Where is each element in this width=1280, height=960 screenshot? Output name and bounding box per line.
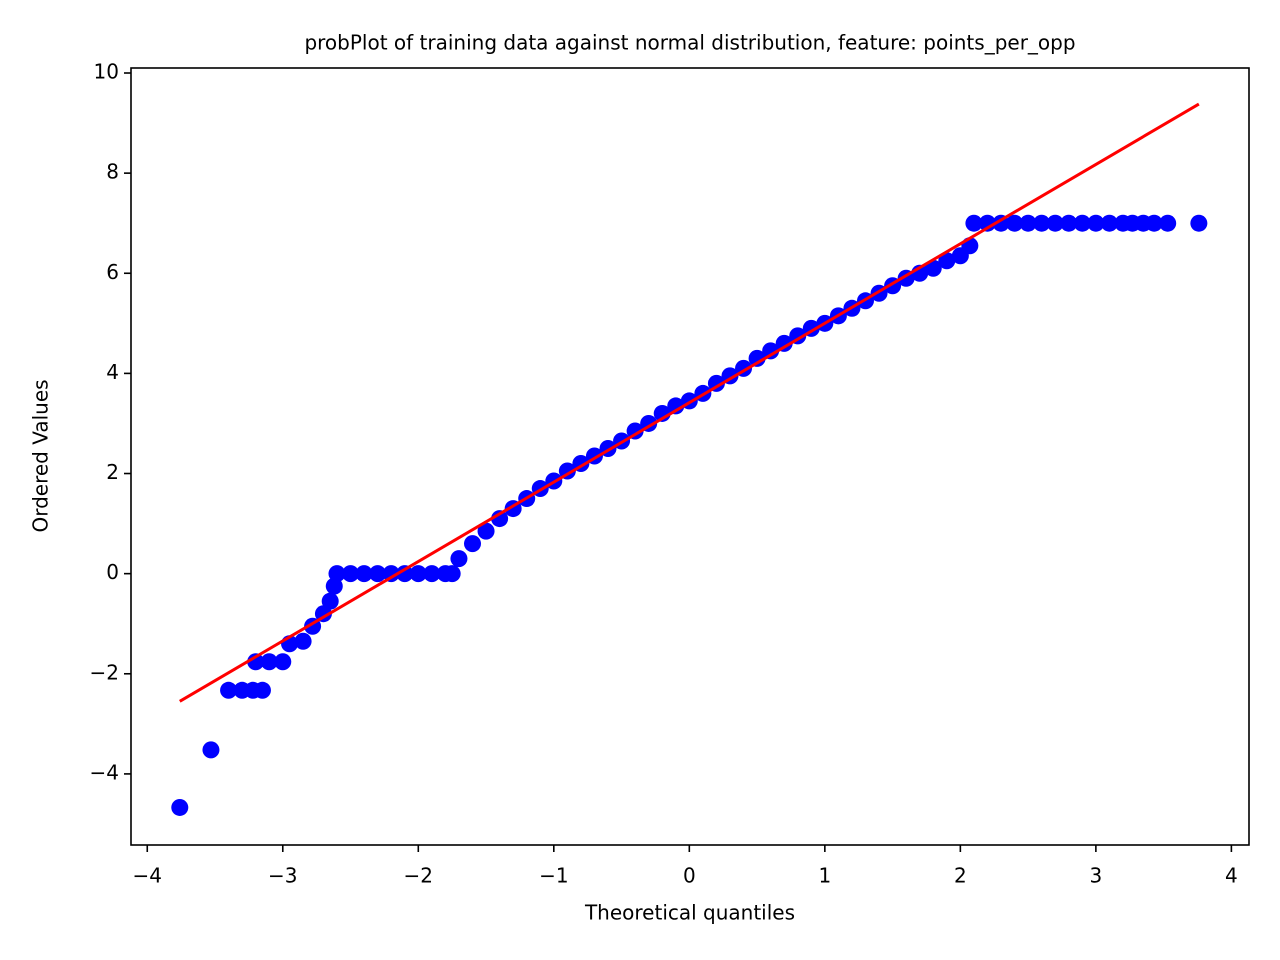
data-point xyxy=(171,798,189,816)
data-point xyxy=(355,565,373,583)
data-point xyxy=(748,349,766,367)
x-tick-label: −4 xyxy=(133,864,162,888)
y-tick-label: −4 xyxy=(90,760,119,784)
data-point xyxy=(443,565,461,583)
data-point xyxy=(342,565,360,583)
data-point xyxy=(1046,214,1064,232)
data-point xyxy=(491,510,509,528)
data-point xyxy=(1006,214,1024,232)
x-tick-label: 0 xyxy=(683,864,696,888)
data-point xyxy=(1087,214,1105,232)
data-point xyxy=(253,681,271,699)
y-tick-label: −2 xyxy=(90,660,119,684)
data-point xyxy=(1145,214,1163,232)
data-point xyxy=(938,252,956,270)
x-tick-label: 2 xyxy=(954,864,967,888)
data-point xyxy=(1100,214,1118,232)
x-tick-label: 1 xyxy=(818,864,831,888)
y-tick-label: 6 xyxy=(106,260,119,284)
x-axis-label: Theoretical quantiles xyxy=(584,901,795,925)
data-point xyxy=(220,681,238,699)
data-point xyxy=(762,342,780,360)
data-point xyxy=(202,741,220,759)
fit-line xyxy=(179,102,1200,703)
data-point xyxy=(423,565,441,583)
data-point xyxy=(1033,214,1051,232)
y-tick-label: 0 xyxy=(106,560,119,584)
data-point xyxy=(274,653,292,671)
data-point xyxy=(409,565,427,583)
data-point xyxy=(1159,214,1177,232)
chart-title: probPlot of training data against normal… xyxy=(304,31,1075,55)
x-tick-label: 3 xyxy=(1090,864,1103,888)
data-point xyxy=(978,214,996,232)
data-point xyxy=(1073,214,1091,232)
data-point xyxy=(924,259,942,277)
data-point xyxy=(294,632,312,650)
data-point xyxy=(667,397,685,415)
data-point xyxy=(260,653,278,671)
x-tick-label: −3 xyxy=(268,864,297,888)
data-point xyxy=(369,565,387,583)
data-point xyxy=(775,334,793,352)
x-tick-label: −1 xyxy=(539,864,568,888)
plot-frame xyxy=(130,67,1250,846)
x-tick-label: −2 xyxy=(404,864,433,888)
data-point xyxy=(477,522,495,540)
data-point xyxy=(1019,214,1037,232)
y-tick-label: 2 xyxy=(106,460,119,484)
data-point xyxy=(450,550,468,568)
data-point xyxy=(1060,214,1078,232)
data-point xyxy=(328,565,346,583)
y-tick-label: 10 xyxy=(94,60,119,84)
data-point xyxy=(1190,214,1208,232)
data-point xyxy=(396,565,414,583)
data-point xyxy=(463,535,481,553)
data-point xyxy=(965,214,983,232)
y-axis-label: Ordered Values xyxy=(29,379,53,532)
data-point xyxy=(321,592,339,610)
x-tick-label: 4 xyxy=(1225,864,1238,888)
data-point xyxy=(382,565,400,583)
y-tick-label: 8 xyxy=(106,160,119,184)
data-point xyxy=(247,653,265,671)
y-tick-label: 4 xyxy=(106,360,119,384)
